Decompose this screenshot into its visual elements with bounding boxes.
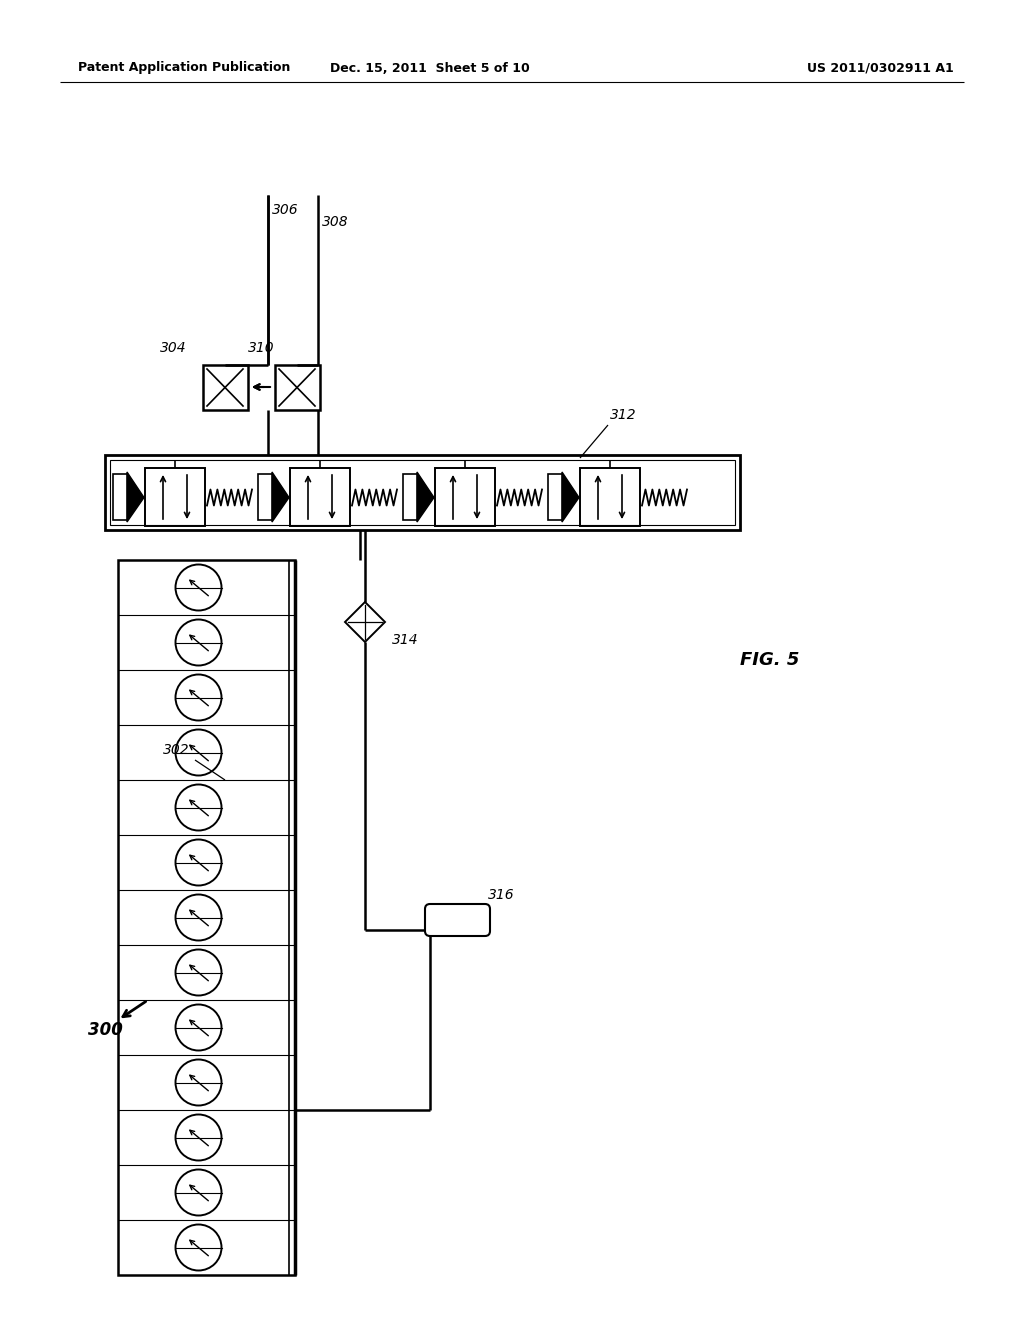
FancyBboxPatch shape <box>425 904 490 936</box>
Text: 304: 304 <box>160 341 186 355</box>
Text: 302: 302 <box>163 743 189 756</box>
Circle shape <box>175 895 221 940</box>
Circle shape <box>175 840 221 886</box>
Text: Patent Application Publication: Patent Application Publication <box>78 62 291 74</box>
Circle shape <box>175 949 221 995</box>
Bar <box>290 469 350 525</box>
Circle shape <box>175 1005 221 1051</box>
Text: 306: 306 <box>272 203 299 216</box>
Polygon shape <box>272 473 289 521</box>
Bar <box>203 366 248 411</box>
Text: 314: 314 <box>392 634 419 647</box>
Circle shape <box>175 1114 221 1160</box>
Bar <box>580 469 640 525</box>
Polygon shape <box>417 473 434 521</box>
Bar <box>258 474 272 520</box>
Circle shape <box>175 1060 221 1106</box>
Bar <box>145 469 205 525</box>
Text: US 2011/0302911 A1: US 2011/0302911 A1 <box>807 62 953 74</box>
Polygon shape <box>345 602 385 642</box>
Bar <box>118 560 295 1275</box>
Circle shape <box>175 1170 221 1216</box>
Text: 312: 312 <box>610 408 637 422</box>
Bar <box>105 455 740 531</box>
Text: 308: 308 <box>322 215 348 228</box>
Text: FIG. 5: FIG. 5 <box>740 651 800 669</box>
Polygon shape <box>127 473 144 521</box>
Circle shape <box>175 565 221 610</box>
Polygon shape <box>562 473 579 521</box>
Circle shape <box>175 619 221 665</box>
Bar <box>435 469 495 525</box>
Bar <box>548 474 562 520</box>
Text: Dec. 15, 2011  Sheet 5 of 10: Dec. 15, 2011 Sheet 5 of 10 <box>330 62 529 74</box>
Circle shape <box>175 784 221 830</box>
Circle shape <box>175 730 221 776</box>
Bar <box>113 474 127 520</box>
Text: 300: 300 <box>88 1020 123 1039</box>
Bar <box>275 366 319 411</box>
Text: 310: 310 <box>248 341 274 355</box>
Bar <box>110 459 735 525</box>
Circle shape <box>175 675 221 721</box>
Text: 316: 316 <box>488 888 515 902</box>
Circle shape <box>175 1225 221 1270</box>
Bar <box>403 474 417 520</box>
